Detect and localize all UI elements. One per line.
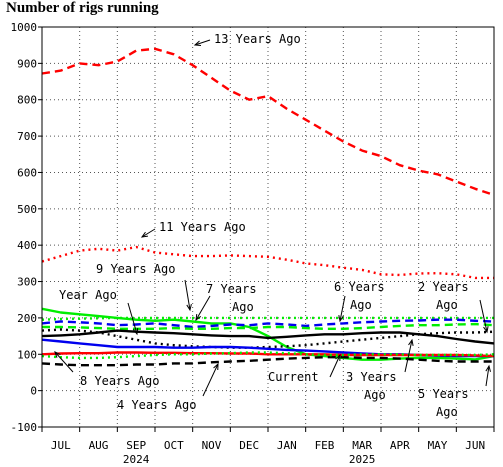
- series-line-13-years-ago: [41, 47, 495, 197]
- series-line-6-years-ago: [41, 318, 495, 329]
- annotation-label: 7 Years: [206, 282, 257, 296]
- annotation-arrow: [194, 39, 211, 46]
- axis-layer: -100 0 100 200 300 400 500 600 700 800 900 1000 JUL A…: [11, 21, 495, 466]
- y-tick-label: 800: [17, 94, 37, 107]
- series-line-year-ago: [41, 329, 495, 345]
- grid-layer: [42, 27, 494, 427]
- y-tick-label: 200: [17, 312, 37, 325]
- annotation-arrow: [195, 295, 211, 321]
- annotation-label: 6 Years: [334, 280, 385, 294]
- annotation-arrow: [54, 351, 74, 373]
- x-tick-label: NOV: [202, 439, 222, 452]
- x-tick-label: JAN: [277, 439, 297, 452]
- x-tick-label: MAY: [428, 439, 448, 452]
- x-tick-label: MAR: [352, 439, 372, 452]
- annotation-arrowhead: [54, 351, 61, 358]
- annotation-label: 8 Years Ago: [80, 374, 159, 388]
- series-line-8-years-ago: [41, 328, 495, 349]
- x-tick-label: FEB: [315, 439, 335, 452]
- annotation-label: 2 Years: [418, 280, 469, 294]
- annotation-arrowhead: [408, 338, 414, 346]
- x-tick-label: AUG: [89, 439, 109, 452]
- series-line-11-years-ago: [41, 245, 494, 280]
- annotation-arrow: [202, 363, 219, 397]
- annotation-arrow: [339, 295, 346, 322]
- annotation-label: Ago: [232, 300, 254, 314]
- annotation-arrow: [127, 302, 138, 335]
- x-tick-label: OCT: [164, 439, 184, 452]
- y-tick-label: -100: [11, 421, 38, 434]
- series-line-2-years-ago: [42, 322, 495, 330]
- series-layer: [41, 47, 495, 367]
- year-label: 2025: [349, 453, 376, 466]
- annotation-arrowhead: [213, 362, 219, 371]
- annotation-arrowhead: [483, 326, 489, 334]
- annotation-label: 9 Years Ago: [96, 262, 175, 276]
- y-tick-label: 300: [17, 276, 37, 289]
- annotation-label: 11 Years Ago: [159, 220, 246, 234]
- annotation-arrowhead: [195, 313, 202, 322]
- annotation-label: Ago: [350, 298, 372, 312]
- annotation-label: Ago: [364, 388, 386, 402]
- y-tick-label: 600: [17, 166, 37, 179]
- x-tick-label: JUL: [51, 439, 71, 452]
- x-tick-label: APR: [390, 439, 410, 452]
- annotation-arrowhead: [186, 304, 192, 312]
- annotation-arrowhead: [140, 231, 149, 238]
- annotation-arrowhead: [132, 327, 139, 336]
- annotation-arrow: [479, 299, 488, 333]
- annotation-arrow: [141, 228, 156, 238]
- annotation-label: Year Ago: [59, 288, 117, 302]
- annotation-arrowhead: [193, 40, 202, 46]
- annotation-arrowhead: [335, 353, 341, 362]
- y-tick-label: 900: [17, 57, 37, 70]
- y-tick-label: 500: [17, 203, 37, 216]
- annotation-arrowhead: [338, 315, 344, 323]
- annotation-arrowhead: [485, 364, 491, 372]
- annotation-label: Ago: [436, 405, 458, 419]
- annotation-arrow: [485, 365, 490, 387]
- y-tick-label: 1000: [11, 21, 38, 34]
- annotation-label: 4 Years Ago: [117, 398, 196, 412]
- annotation-label: Current: [268, 370, 319, 384]
- annotation-layer: 13 Years Ago 11 Years Ago 9 Years Ago Year …: [54, 32, 491, 419]
- page-title: Number of rigs running: [6, 0, 159, 16]
- series-line-4-years-ago: [41, 356, 494, 367]
- series-line-current: [41, 351, 495, 358]
- annotation-label: 13 Years Ago: [214, 32, 301, 46]
- y-tick-label: 400: [17, 239, 37, 252]
- x-tick-label: DEC: [239, 439, 259, 452]
- x-tick-label: SEP: [126, 439, 146, 452]
- y-tick-label: 700: [17, 130, 37, 143]
- plot-frame: [41, 26, 495, 428]
- annotation-arrow: [404, 339, 413, 373]
- series-line-9-years-ago: [41, 307, 495, 361]
- annotation-arrow: [329, 354, 341, 378]
- y-tick-label: 0: [30, 385, 37, 398]
- y-tick-label: 100: [17, 348, 37, 361]
- annotation-label: 5 Years: [418, 387, 469, 401]
- annotation-label: Ago: [436, 298, 458, 312]
- annotation-arrow: [184, 279, 191, 311]
- annotation-label: 3 Years: [346, 370, 397, 384]
- year-label: 2024: [123, 453, 150, 466]
- x-tick-label: JUN: [465, 439, 485, 452]
